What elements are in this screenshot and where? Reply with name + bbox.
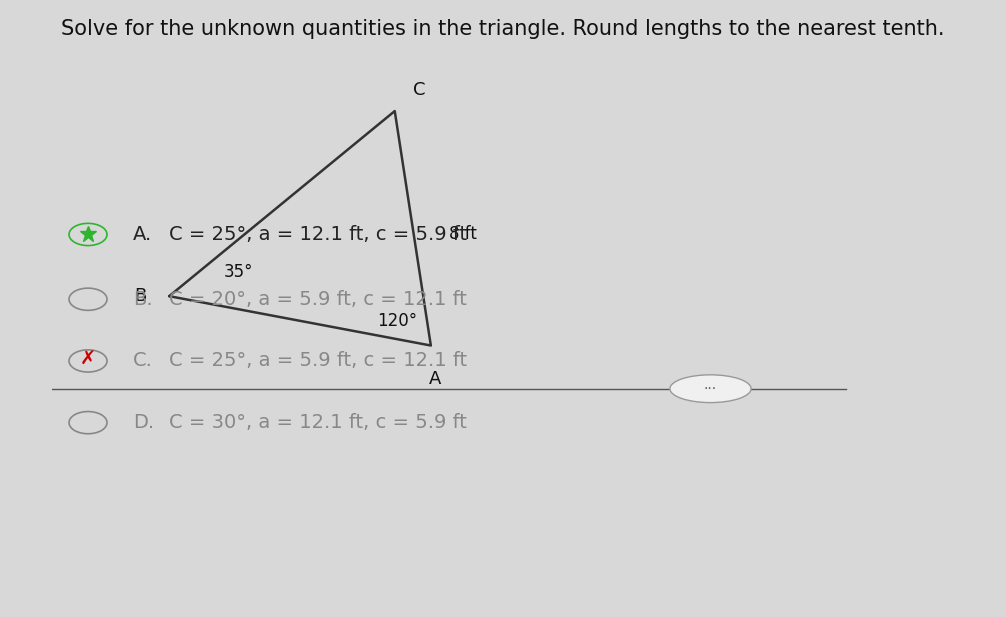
Text: C = 20°, a = 5.9 ft, c = 12.1 ft: C = 20°, a = 5.9 ft, c = 12.1 ft xyxy=(169,290,467,308)
Text: ···: ··· xyxy=(704,382,717,395)
Text: Solve for the unknown quantities in the triangle. Round lengths to the nearest t: Solve for the unknown quantities in the … xyxy=(61,19,945,38)
Text: C = 30°, a = 12.1 ft, c = 5.9 ft: C = 30°, a = 12.1 ft, c = 5.9 ft xyxy=(169,413,467,432)
Text: C = 25°, a = 5.9 ft, c = 12.1 ft: C = 25°, a = 5.9 ft, c = 12.1 ft xyxy=(169,352,468,370)
Text: 8 ft: 8 ft xyxy=(449,225,477,244)
Text: C = 25°, a = 12.1 ft, c = 5.9 ft: C = 25°, a = 12.1 ft, c = 5.9 ft xyxy=(169,225,468,244)
Text: C: C xyxy=(412,81,426,99)
Text: C.: C. xyxy=(133,352,153,370)
Text: 120°: 120° xyxy=(376,312,416,330)
Text: A: A xyxy=(430,370,442,388)
Text: B.: B. xyxy=(133,290,153,308)
Ellipse shape xyxy=(670,375,751,403)
Text: B: B xyxy=(135,287,147,305)
Text: D.: D. xyxy=(133,413,154,432)
Text: A.: A. xyxy=(133,225,152,244)
Text: 35°: 35° xyxy=(223,263,253,281)
Text: ✗: ✗ xyxy=(79,350,97,368)
